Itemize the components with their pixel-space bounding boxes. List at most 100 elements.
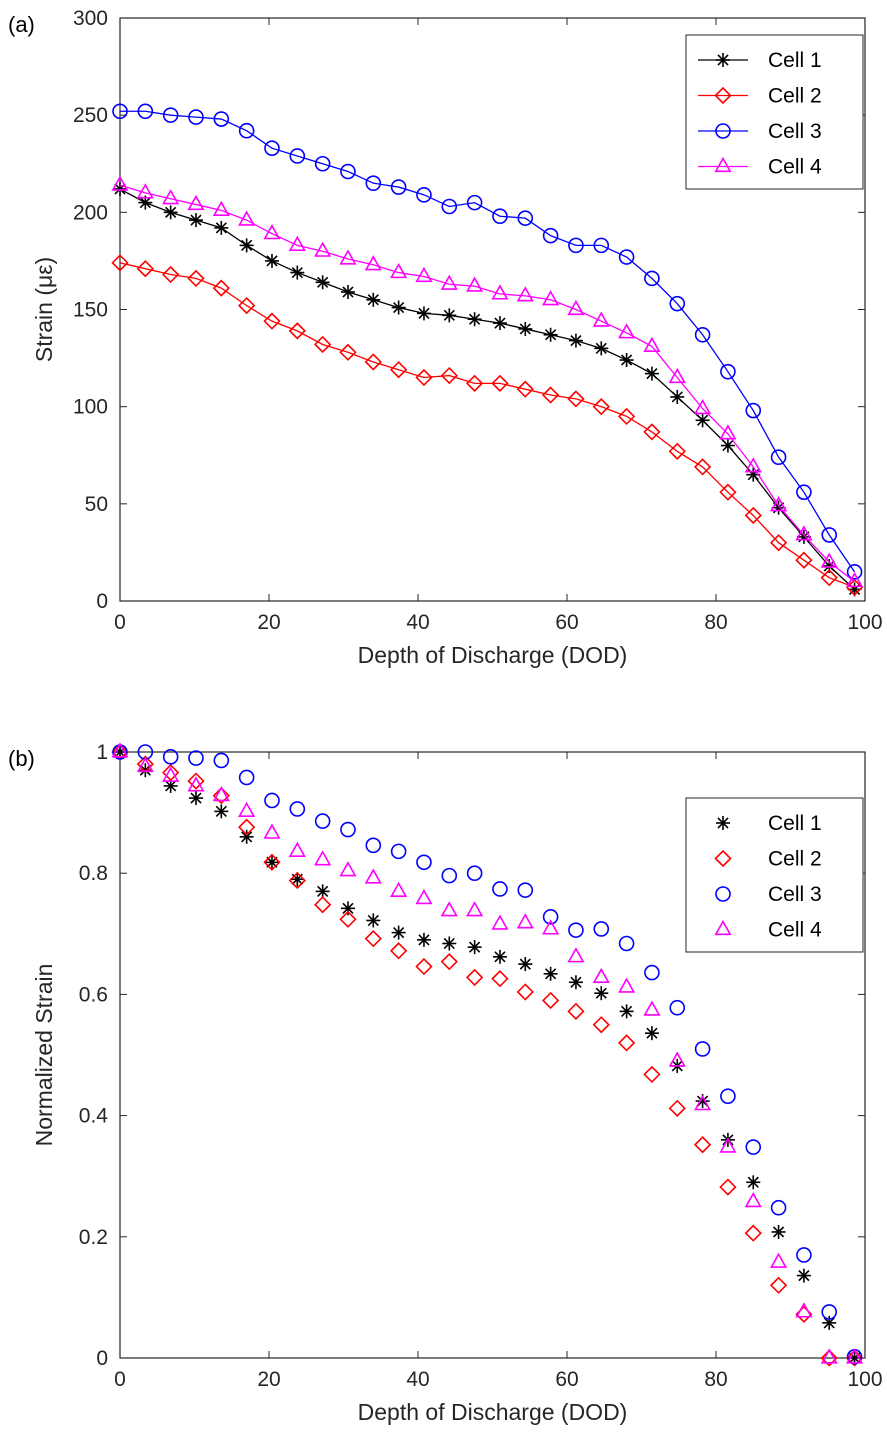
data-point <box>720 363 736 380</box>
data-point <box>391 300 406 315</box>
legend-label: Cell 3 <box>768 883 822 906</box>
data-point <box>744 1192 762 1208</box>
data-point <box>467 312 482 327</box>
data-point <box>263 853 281 871</box>
data-point <box>364 255 382 271</box>
data-point <box>213 752 230 769</box>
data-point <box>339 861 357 877</box>
data-point <box>644 270 660 287</box>
data-point <box>846 564 863 580</box>
data-point <box>111 175 129 191</box>
data-point <box>795 525 813 541</box>
data-point <box>111 254 129 272</box>
data-point <box>618 935 635 952</box>
data-point <box>314 335 332 354</box>
data-point <box>289 801 306 817</box>
x-axis-title: Depth of Discharge (DOD) <box>358 1399 628 1425</box>
data-point <box>695 413 710 428</box>
data-point <box>770 496 788 512</box>
series-line <box>119 262 855 589</box>
data-point <box>415 889 433 905</box>
data-point <box>314 155 331 172</box>
legend-label: Cell 4 <box>768 156 822 179</box>
y-axis-title: Strain (με) <box>31 257 57 362</box>
data-point <box>288 871 306 890</box>
data-point <box>390 262 408 279</box>
data-point <box>820 552 838 568</box>
data-point <box>492 208 508 225</box>
data-point <box>339 343 357 361</box>
data-point <box>820 1349 838 1367</box>
y-tick-label: 200 <box>73 201 108 224</box>
data-point <box>694 1041 711 1057</box>
data-point <box>213 111 230 127</box>
data-point <box>162 107 179 123</box>
data-point <box>694 1095 712 1111</box>
data-point <box>365 175 382 191</box>
data-point <box>796 1268 811 1283</box>
series-cell-3 <box>112 744 863 1365</box>
data-point <box>188 109 204 125</box>
data-point <box>314 896 332 914</box>
data-point <box>568 237 584 254</box>
data-point <box>643 423 661 441</box>
x-tick-label: 60 <box>555 1368 578 1391</box>
data-point <box>618 977 636 993</box>
data-point <box>390 843 407 860</box>
data-point <box>466 865 483 882</box>
data-point <box>744 457 762 473</box>
data-point <box>466 276 484 292</box>
data-point <box>669 295 686 312</box>
data-point <box>163 205 178 220</box>
data-point <box>162 749 179 765</box>
data-point <box>592 311 610 327</box>
data-point <box>389 942 408 960</box>
data-point <box>592 1016 610 1034</box>
data-point <box>389 361 408 379</box>
data-point <box>366 913 381 928</box>
data-point <box>136 260 154 278</box>
data-point <box>618 249 635 265</box>
x-tick-label: 60 <box>555 611 578 634</box>
data-point <box>289 148 306 164</box>
data-point <box>238 122 255 139</box>
data-point <box>796 1247 812 1263</box>
data-point <box>821 527 838 543</box>
data-point <box>518 957 533 972</box>
data-point <box>136 756 154 773</box>
data-point <box>568 922 584 938</box>
data-point <box>212 787 230 805</box>
x-tick-label: 0 <box>114 611 126 634</box>
legend-marker <box>714 919 732 936</box>
x-tick-label: 80 <box>704 611 727 634</box>
plot-area-frame <box>119 751 866 1359</box>
data-point <box>617 407 636 426</box>
data-point <box>820 569 838 587</box>
data-point <box>441 198 458 215</box>
y-tick-label: 100 <box>73 396 108 419</box>
data-point <box>113 182 127 197</box>
data-point <box>516 913 534 929</box>
data-point <box>567 299 585 316</box>
data-point <box>541 991 560 1010</box>
legend-box <box>685 34 864 190</box>
data-point <box>465 374 484 392</box>
data-point <box>187 772 205 790</box>
data-point <box>594 986 609 1001</box>
data-point <box>542 290 560 306</box>
data-point <box>442 936 457 951</box>
y-tick-label: 50 <box>85 493 108 516</box>
data-point <box>542 919 560 935</box>
data-point <box>846 571 864 588</box>
data-point <box>263 823 281 839</box>
data-point <box>568 333 583 348</box>
data-point <box>543 327 558 342</box>
data-point <box>416 932 431 947</box>
data-point <box>288 322 306 340</box>
y-tick-label: 0 <box>96 590 108 613</box>
legend-label: Cell 4 <box>768 919 822 942</box>
data-point <box>518 321 533 336</box>
y-tick-label: 150 <box>73 299 108 322</box>
y-tick-label: 0.8 <box>79 862 108 885</box>
